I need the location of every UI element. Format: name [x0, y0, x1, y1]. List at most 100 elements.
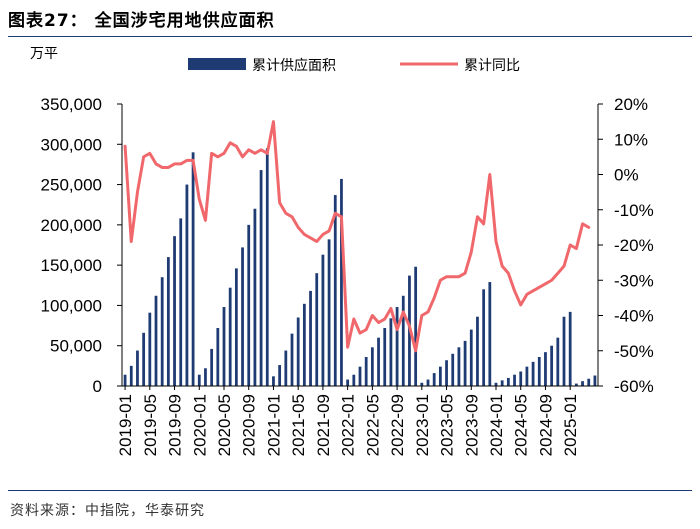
x-tick-label: 2020-09 [240, 394, 259, 456]
bar [265, 148, 269, 386]
line-series [123, 120, 591, 353]
bar [241, 247, 244, 386]
bar [247, 224, 251, 386]
left-y-tick-label: 150,000 [41, 256, 102, 275]
left-y-tick-label: 100,000 [41, 296, 102, 315]
title-rule [8, 36, 692, 37]
bar [278, 365, 282, 386]
bar [272, 376, 275, 386]
right-y-tick-label: 20% [614, 95, 648, 114]
x-tick-label: 2023-05 [438, 394, 457, 456]
bar [420, 382, 424, 386]
x-tick-label: 2019-01 [116, 394, 135, 456]
x-tick-label: 2023-01 [413, 394, 432, 456]
bar [364, 356, 368, 386]
bar [389, 318, 393, 386]
right-y-tick-label: -10% [614, 201, 654, 220]
bar [537, 356, 541, 386]
bar [587, 378, 591, 386]
bar [154, 295, 158, 386]
x-axis: 2019-01 2019-05 2019-09 2020-01 2020-05 2020-… [116, 386, 580, 456]
bar [346, 379, 350, 386]
bar [290, 333, 294, 386]
bar [544, 352, 547, 386]
left-y-axis: 0 50,000 100,000 150,000 200,000 250,000 300,0… [41, 95, 102, 396]
bar [136, 350, 139, 386]
source-rule [8, 490, 692, 491]
left-y-tick-label: 350,000 [41, 95, 102, 114]
bar [438, 366, 442, 386]
bar [179, 218, 183, 386]
bar [370, 347, 374, 386]
bar [327, 239, 331, 386]
bar [296, 317, 300, 386]
bar [160, 277, 164, 386]
bar [383, 327, 387, 386]
bar [525, 366, 529, 386]
bar [531, 361, 535, 386]
left-axis-unit-label: 万平 [30, 46, 58, 62]
bar [302, 303, 306, 386]
left-y-tick-label: 200,000 [41, 216, 102, 235]
left-y-tick-label: 0 [93, 377, 102, 396]
bar [210, 348, 214, 386]
bar [129, 365, 133, 386]
bar [309, 290, 312, 386]
right-y-tick-label: 0% [614, 166, 639, 185]
bar [426, 379, 430, 386]
bar [482, 289, 486, 386]
x-tick-label: 2020-01 [190, 394, 209, 456]
right-y-tick-label: -50% [614, 342, 654, 361]
bar [593, 375, 597, 386]
bar [166, 257, 170, 386]
right-y-axis: -60% -50% -40% -30% -20% -10% 0% 10% 20% [614, 95, 654, 396]
right-y-tick-label: -40% [614, 307, 654, 326]
legend-bar-swatch [188, 58, 246, 70]
bar [228, 287, 232, 386]
axes [117, 103, 603, 387]
bar [234, 268, 238, 386]
x-tick-label: 2019-09 [166, 394, 185, 456]
x-tick-label: 2024-01 [487, 394, 506, 456]
bar [358, 366, 362, 386]
bar [197, 374, 201, 386]
right-y-tick-label: -20% [614, 236, 654, 255]
bar [173, 236, 176, 386]
bar [142, 332, 146, 386]
legend-bar-label: 累计供应面积 [252, 57, 336, 74]
x-tick-label: 2021-09 [314, 394, 333, 456]
bar [568, 311, 572, 386]
right-y-tick-label: 10% [614, 130, 648, 149]
x-tick-label: 2022-05 [363, 394, 382, 456]
bar [321, 254, 325, 386]
bar [315, 273, 319, 386]
left-y-tick-label: 250,000 [41, 176, 102, 195]
right-y-tick-label: -30% [614, 271, 654, 290]
x-tick-label: 2021-01 [264, 394, 283, 456]
bar [451, 353, 455, 386]
x-tick-label: 2019-05 [141, 394, 160, 456]
bar [562, 316, 566, 386]
bar [432, 373, 436, 386]
right-y-tick-label: -60% [614, 377, 654, 396]
x-tick-label: 2023-09 [462, 394, 481, 456]
bar [556, 337, 560, 386]
bar [284, 350, 288, 386]
x-tick-label: 2022-09 [388, 394, 407, 456]
bar [204, 368, 207, 386]
bar [148, 312, 152, 386]
bar [222, 307, 226, 386]
bar [494, 382, 498, 386]
bar [333, 195, 337, 386]
x-tick-label: 2020-05 [215, 394, 234, 456]
yoy-line [123, 120, 591, 353]
bar [469, 329, 473, 386]
bar-series [123, 148, 597, 386]
bar [476, 316, 479, 386]
bar [457, 347, 461, 386]
bar [519, 371, 523, 386]
x-tick-label: 2021-05 [289, 394, 308, 456]
bar [340, 178, 343, 386]
